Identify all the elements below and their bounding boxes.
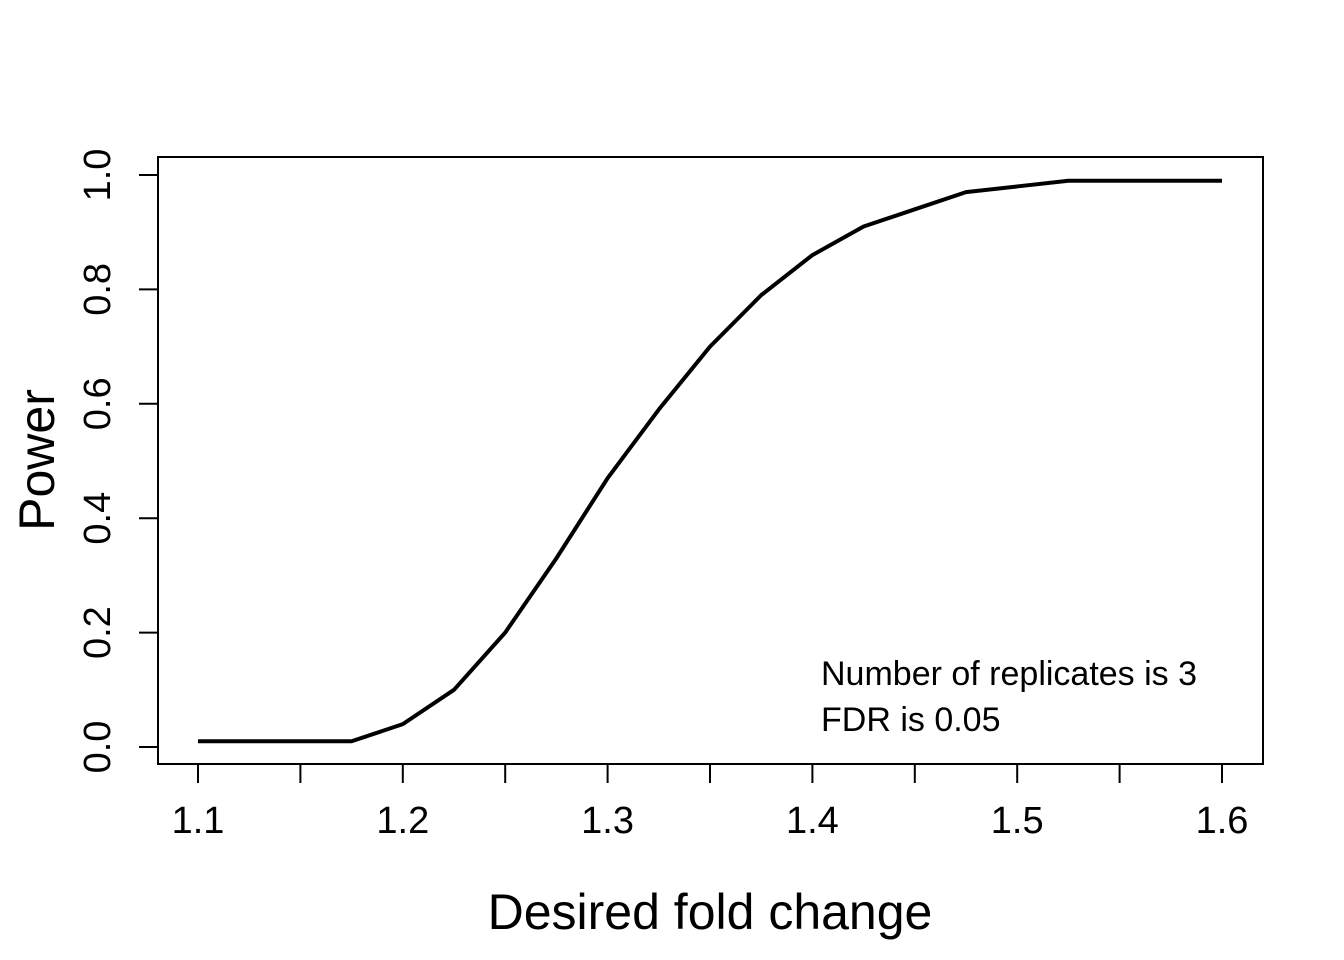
x-tick-label: 1.2 [376,800,429,842]
x-tick-label: 1.5 [991,800,1044,842]
annotation-fdr: FDR is 0.05 [821,701,1001,739]
x-axis: 1.1 1.2 1.3 1.4 1.5 1.6 [172,763,1249,842]
power-series-line [198,178,1222,744]
y-tick-label: 0.0 [77,721,119,774]
series-layer [198,178,1222,744]
x-tick-label: 1.6 [1196,800,1249,842]
y-axis-label: Power [9,389,65,531]
annotation-replicates: Number of replicates is 3 [821,655,1197,693]
x-tick-label: 1.3 [581,800,634,842]
x-tick-label: 1.1 [172,800,225,842]
y-tick-label: 0.2 [77,606,119,659]
y-tick-label: 1.0 [77,149,119,202]
y-tick-label: 0.8 [77,263,119,316]
y-tick-label: 0.4 [77,492,119,545]
y-axis: 0.0 0.2 0.4 0.6 0.8 1.0 [77,149,159,774]
x-tick-label: 1.4 [786,800,839,842]
y-tick-label: 0.6 [77,377,119,430]
x-axis-label: Desired fold change [488,884,933,940]
